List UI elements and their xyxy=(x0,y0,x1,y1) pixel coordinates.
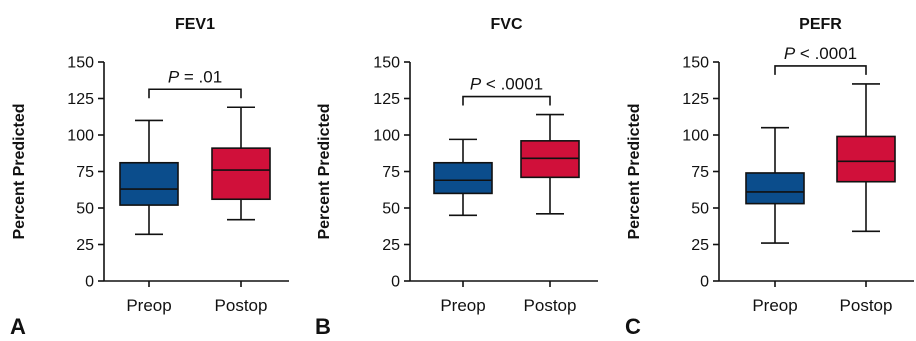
box-preop xyxy=(745,126,805,244)
x-tick-label-postop: Postop xyxy=(524,296,577,315)
y-tick-label: 0 xyxy=(700,274,709,291)
p-value-label: P = .01 xyxy=(168,67,222,86)
box-preop xyxy=(119,119,179,236)
y-tick-label: 100 xyxy=(682,128,709,145)
y-axis-label: Percent Predicted xyxy=(626,103,643,239)
y-tick-label: 0 xyxy=(85,274,94,291)
box-postop xyxy=(520,113,580,215)
iqr-box xyxy=(433,161,493,195)
x-tick-label-preop: Preop xyxy=(126,296,171,315)
significance-bracket xyxy=(774,65,867,75)
y-tick-label: 50 xyxy=(382,201,400,218)
panel-b: FVC Percent Predicted 0 25 50 75 100 125 150 Preo… xyxy=(315,16,598,339)
iqr-box xyxy=(211,147,271,201)
x-tick-label-preop: Preop xyxy=(440,296,485,315)
p-symbol: P xyxy=(470,75,482,94)
chart-title: FEV1 xyxy=(175,16,215,33)
p-value: = .01 xyxy=(179,67,222,86)
box-postop xyxy=(836,83,896,233)
x-tick-label-postop: Postop xyxy=(215,296,268,315)
y-tick-label: 150 xyxy=(682,55,709,72)
y-tick-label: 150 xyxy=(373,55,400,72)
panel-c: PEFR Percent Predicted 0 25 50 75 100 125 150 Pre… xyxy=(625,16,914,339)
y-axis-label: Percent Predicted xyxy=(11,103,28,239)
y-tick-label: 75 xyxy=(76,164,94,181)
y-axis-label: Percent Predicted xyxy=(316,103,333,239)
y-tick-label: 75 xyxy=(382,164,400,181)
iqr-box xyxy=(836,135,896,183)
y-tick-label: 150 xyxy=(67,55,94,72)
p-symbol: P xyxy=(168,67,180,86)
p-value: < .0001 xyxy=(795,44,857,63)
y-tick-label: 100 xyxy=(373,128,400,145)
iqr-box xyxy=(119,161,179,206)
y-tick-label: 25 xyxy=(382,237,400,254)
significance-bracket xyxy=(462,95,551,106)
chart-title: FVC xyxy=(491,16,523,33)
y-tick-label: 25 xyxy=(76,237,94,254)
p-symbol: P xyxy=(784,44,796,63)
chart-title: PEFR xyxy=(799,16,842,33)
p-value: < .0001 xyxy=(481,75,543,94)
y-tick-label: 25 xyxy=(691,237,709,254)
panel-label: B xyxy=(315,314,331,339)
significance-bracket xyxy=(148,88,242,99)
box-preop xyxy=(433,138,493,217)
y-tick-label: 125 xyxy=(67,91,94,108)
y-tick-label: 75 xyxy=(691,164,709,181)
p-value-label: P < .0001 xyxy=(470,75,543,94)
y-tick-label: 100 xyxy=(67,128,94,145)
box-postop xyxy=(211,106,271,221)
y-tick-label: 0 xyxy=(391,274,400,291)
x-tick-label-preop: Preop xyxy=(752,296,797,315)
iqr-box xyxy=(745,172,805,205)
y-tick-label: 50 xyxy=(691,201,709,218)
panel-label: A xyxy=(10,314,26,339)
p-value-label: P < .0001 xyxy=(784,44,857,63)
y-tick-label: 50 xyxy=(76,201,94,218)
x-tick-label-postop: Postop xyxy=(840,296,893,315)
panel-a: FEV1 Percent Predicted 0 25 50 75 100 125 150 Pre… xyxy=(10,16,289,339)
panel-label: C xyxy=(625,314,641,339)
y-tick-label: 125 xyxy=(682,91,709,108)
y-tick-label: 125 xyxy=(373,91,400,108)
